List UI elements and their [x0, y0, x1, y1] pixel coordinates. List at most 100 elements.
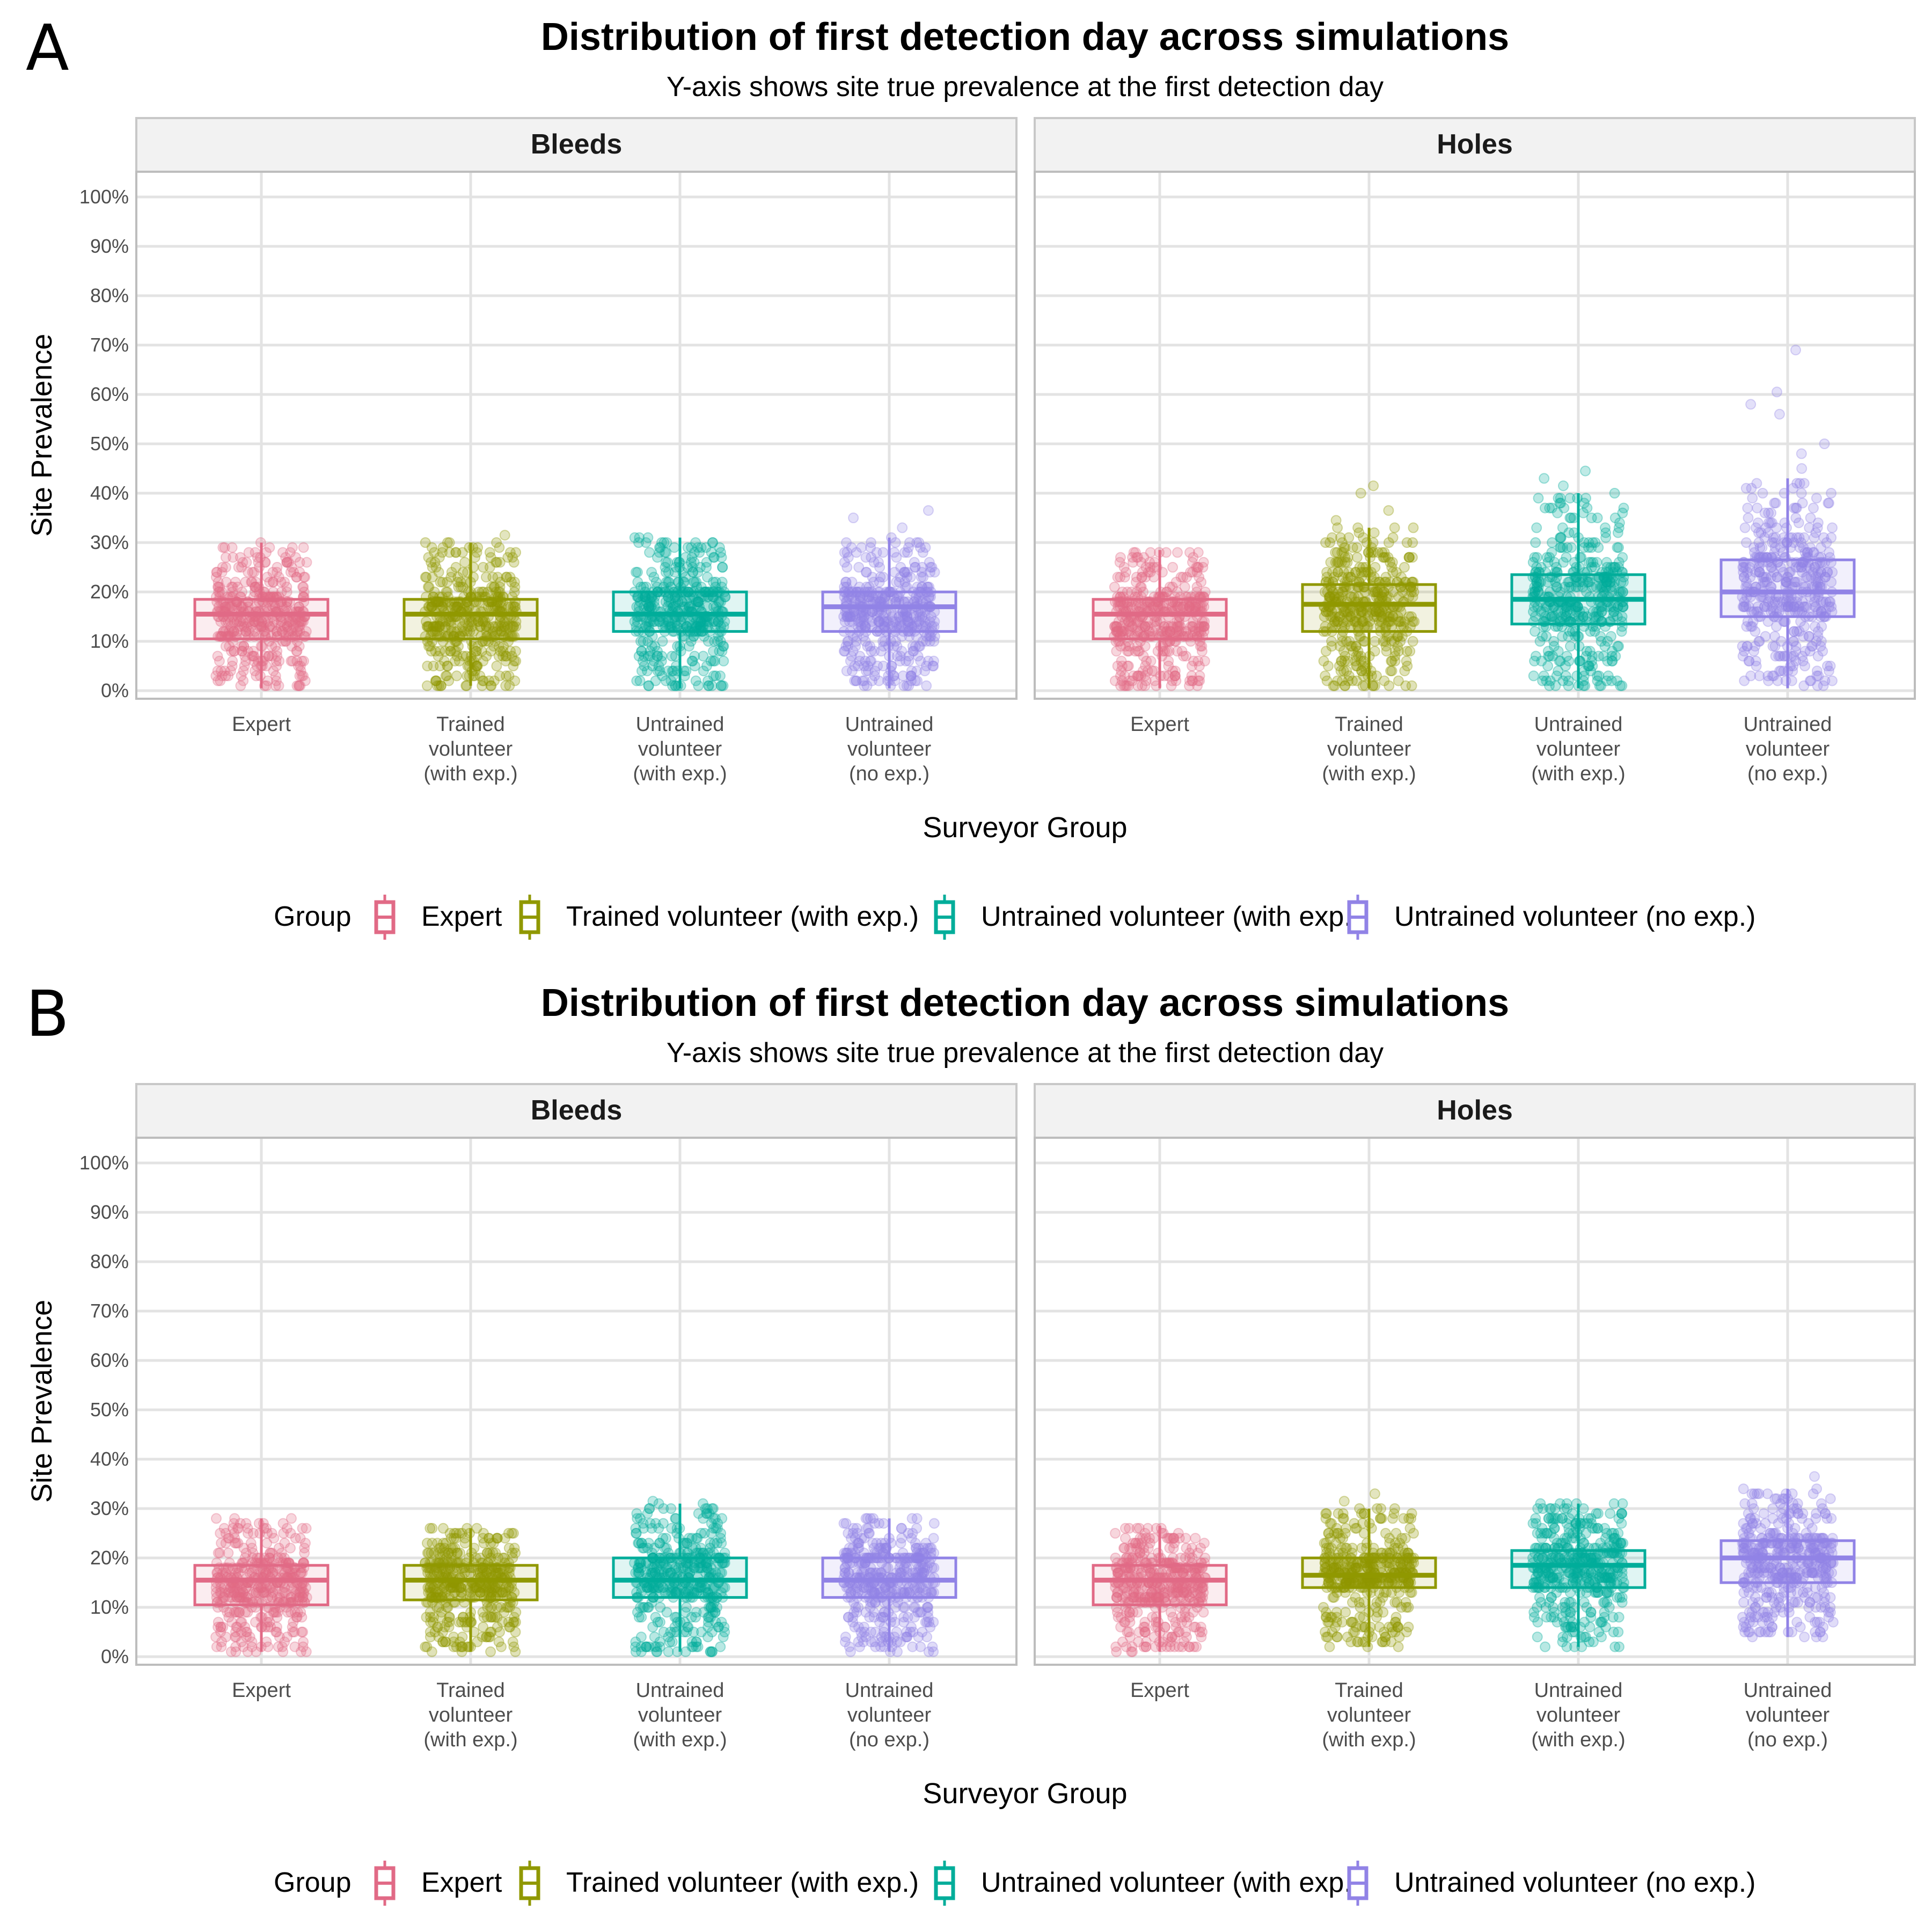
- data-point: [1340, 557, 1351, 568]
- data-point: [507, 1636, 518, 1648]
- data-point: [867, 675, 877, 686]
- data-point: [294, 621, 305, 632]
- x-axis-title: Surveyor Group: [923, 811, 1127, 844]
- data-point: [508, 1616, 519, 1628]
- data-point: [276, 626, 288, 637]
- data-point: [240, 1607, 251, 1618]
- data-point: [270, 641, 281, 652]
- data-point: [248, 567, 260, 578]
- data-point: [210, 572, 222, 583]
- data-point: [434, 661, 445, 671]
- data-point: [1148, 572, 1159, 583]
- x-tick-label: Trained: [436, 713, 504, 736]
- data-point: [1400, 680, 1411, 691]
- data-point: [509, 576, 520, 588]
- outlier-point: [1580, 465, 1591, 477]
- data-point: [503, 1528, 514, 1539]
- data-point: [451, 670, 462, 682]
- data-point: [1809, 532, 1820, 543]
- data-point: [235, 616, 246, 627]
- y-tick-label: 50%: [90, 1399, 129, 1421]
- data-point: [220, 641, 231, 652]
- data-point: [275, 576, 287, 588]
- data-point: [220, 1538, 231, 1549]
- data-point: [236, 1636, 247, 1648]
- data-point: [1119, 670, 1130, 682]
- data-point: [1595, 631, 1606, 642]
- data-point: [247, 567, 258, 578]
- data-point: [1741, 641, 1753, 652]
- data-point: [295, 680, 306, 691]
- data-point: [1386, 665, 1397, 677]
- outlier-point: [1774, 408, 1785, 420]
- data-point: [224, 641, 235, 652]
- data-point: [648, 572, 660, 583]
- data-point: [667, 680, 678, 691]
- data-point: [637, 1602, 648, 1613]
- outlier-point: [1368, 480, 1379, 492]
- data-point: [293, 601, 304, 612]
- data-point: [283, 616, 295, 627]
- data-point: [680, 1646, 691, 1657]
- data-point: [1167, 562, 1179, 573]
- data-point: [661, 537, 672, 548]
- data-point: [1752, 502, 1763, 514]
- data-point: [277, 547, 288, 558]
- data-point: [494, 587, 506, 597]
- data-point: [250, 626, 260, 637]
- data-point: [291, 572, 302, 583]
- data-point: [471, 1523, 482, 1534]
- data-point: [429, 1627, 441, 1637]
- data-point: [1179, 581, 1190, 592]
- data-point: [291, 646, 303, 657]
- data-point: [286, 641, 297, 652]
- data-point: [1618, 502, 1629, 514]
- data-point: [440, 1636, 451, 1648]
- data-point: [240, 626, 252, 637]
- data-point: [263, 650, 274, 662]
- data-point: [241, 557, 252, 568]
- data-point: [268, 576, 279, 588]
- data-point: [1383, 537, 1394, 548]
- data-point: [295, 665, 306, 677]
- data-point: [233, 616, 245, 627]
- data-point: [223, 670, 234, 682]
- data-point: [211, 567, 222, 578]
- y-axis-title: Site Prevalence: [26, 1300, 58, 1503]
- data-point: [1187, 675, 1198, 686]
- data-point: [285, 616, 296, 627]
- data-point: [1137, 567, 1148, 578]
- outlier-point: [1819, 438, 1830, 449]
- data-point: [211, 1513, 222, 1524]
- data-point: [1548, 636, 1560, 647]
- data-point: [1161, 547, 1172, 558]
- data-point: [443, 1616, 455, 1628]
- data-point: [299, 675, 311, 686]
- data-point: [243, 547, 254, 558]
- data-point: [297, 1523, 308, 1534]
- outlier-point: [897, 522, 908, 533]
- data-point: [1170, 665, 1181, 677]
- data-point: [718, 655, 729, 667]
- data-point: [215, 616, 226, 627]
- data-point: [237, 646, 248, 657]
- data-point: [1746, 482, 1757, 494]
- data-point: [246, 621, 257, 632]
- data-point: [226, 542, 238, 553]
- data-point: [841, 547, 853, 558]
- x-tick-label: volunteer: [1327, 738, 1411, 760]
- legend-title: Group: [274, 901, 352, 932]
- data-point: [921, 680, 932, 691]
- data-point: [456, 1528, 467, 1539]
- data-point: [1358, 532, 1368, 543]
- data-point: [841, 665, 852, 677]
- data-point: [240, 626, 251, 637]
- data-point: [485, 1646, 496, 1657]
- data-point: [1544, 552, 1555, 563]
- data-point: [298, 1636, 309, 1648]
- data-point: [478, 562, 489, 573]
- data-point: [220, 562, 231, 573]
- data-point: [658, 581, 669, 592]
- data-point: [239, 661, 250, 671]
- data-point: [1128, 670, 1139, 682]
